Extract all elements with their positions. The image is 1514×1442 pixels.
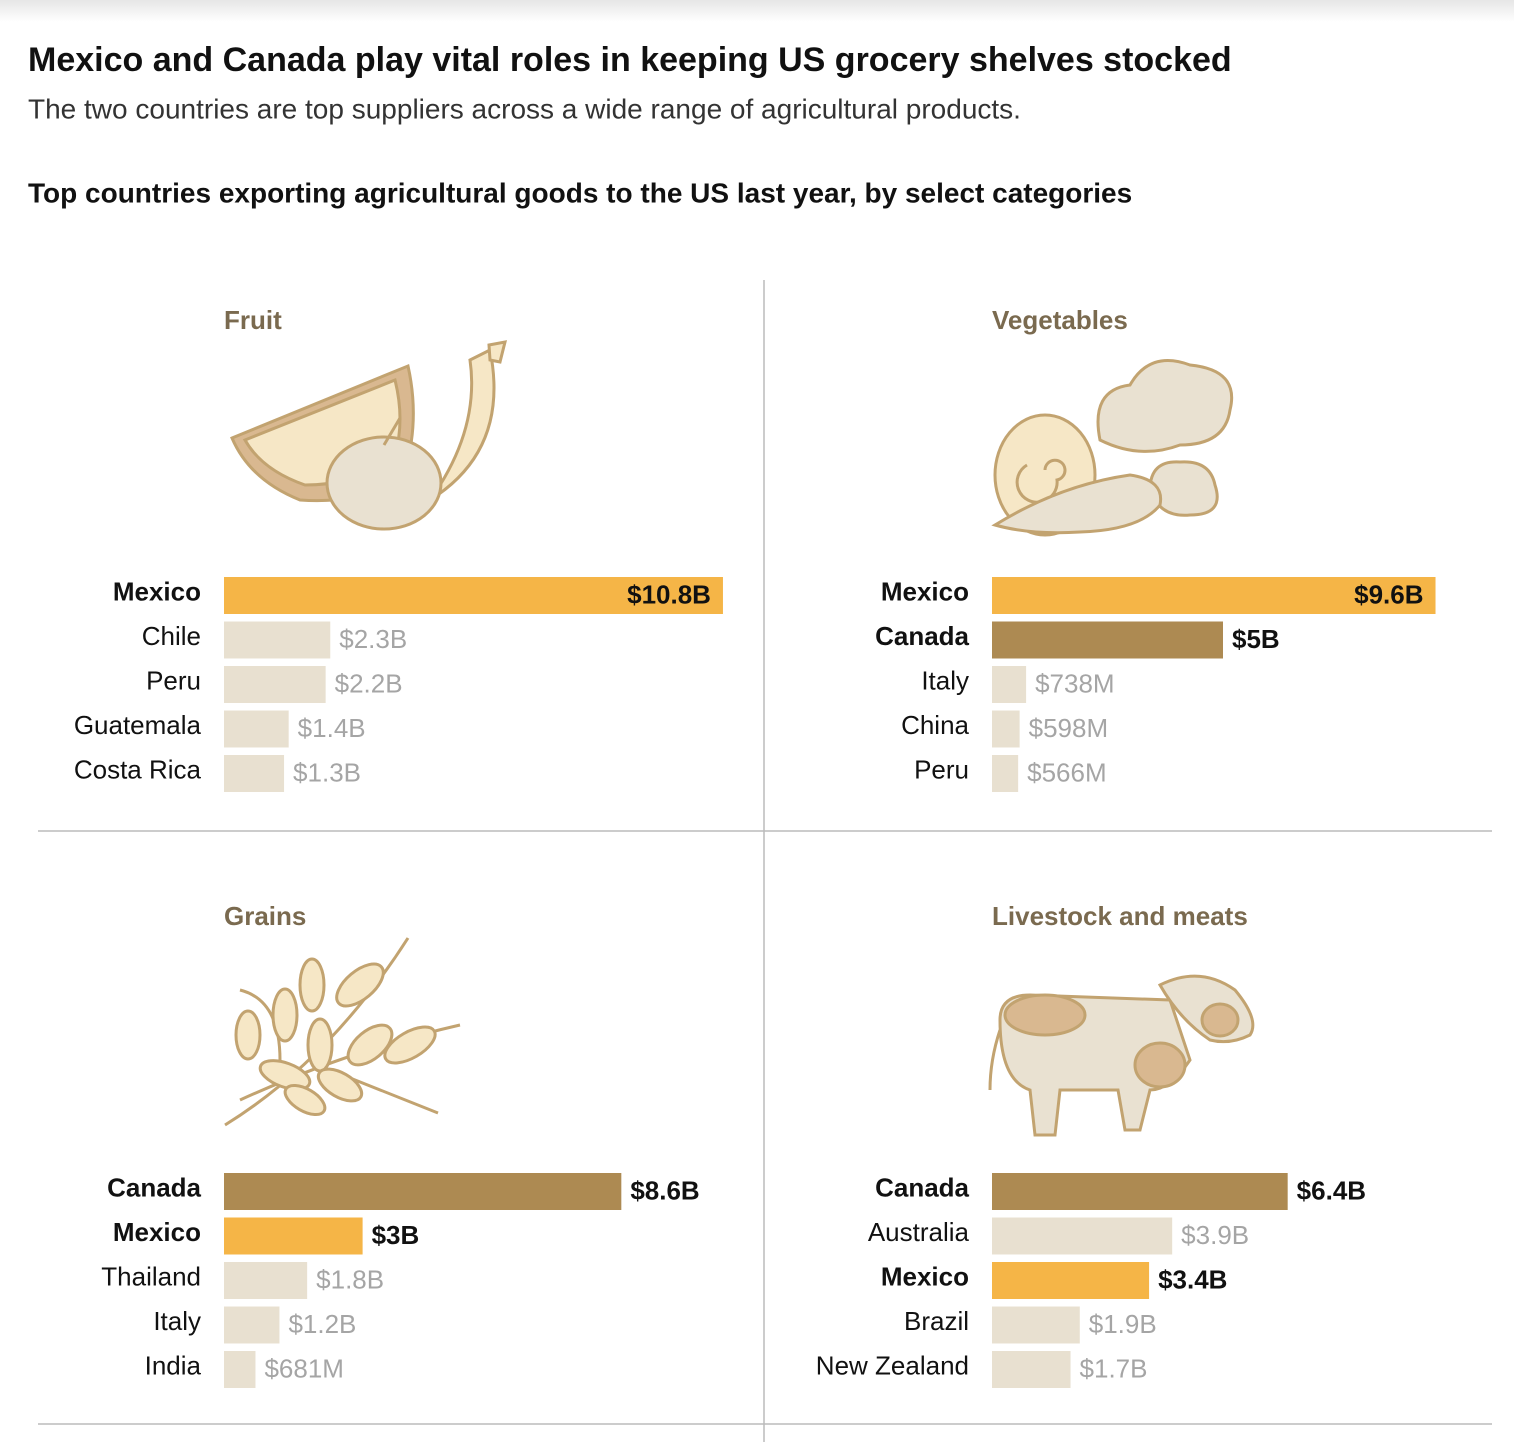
bar <box>992 577 1436 614</box>
category-label: Canada <box>107 1172 201 1202</box>
chart-heading: Top countries exporting agricultural goo… <box>28 177 1132 208</box>
bar <box>992 1262 1150 1299</box>
category-label: Italy <box>153 1306 201 1336</box>
category-label: Guatemala <box>74 710 202 740</box>
category-label: China <box>901 710 969 740</box>
category-label: Mexico <box>881 1261 969 1291</box>
livestock-illustration <box>988 974 1255 1137</box>
bar <box>992 666 1027 703</box>
vegetables-illustration <box>991 359 1234 537</box>
bar <box>224 1173 622 1210</box>
bar <box>224 666 326 703</box>
value-label: $8.6B <box>630 1175 699 1205</box>
bar <box>992 710 1020 748</box>
bar <box>992 1306 1080 1344</box>
bar <box>224 710 289 748</box>
value-label: $1.2B <box>288 1309 356 1339</box>
bar <box>992 1351 1071 1388</box>
bar <box>224 755 285 792</box>
panel-title: Vegetables <box>992 305 1128 335</box>
grains-illustration <box>224 937 461 1127</box>
category-label: New Zealand <box>816 1350 969 1380</box>
value-label: $681M <box>264 1353 344 1383</box>
category-label: Canada <box>875 621 969 651</box>
page-title: Mexico and Canada play vital roles in ke… <box>28 41 1232 79</box>
value-label: $1.4B <box>298 713 366 743</box>
bar <box>224 1306 280 1344</box>
category-label: Mexico <box>113 576 201 606</box>
bar <box>224 1351 256 1388</box>
category-label: Costa Rica <box>74 754 202 784</box>
category-label: Mexico <box>881 576 969 606</box>
value-label: $2.2B <box>335 668 403 698</box>
category-label: Australia <box>868 1217 970 1247</box>
bar <box>992 755 1019 792</box>
bar <box>992 1173 1288 1210</box>
value-label: $1.7B <box>1080 1353 1148 1383</box>
category-label: Peru <box>914 754 969 784</box>
bar <box>992 621 1223 659</box>
panel-title: Fruit <box>224 305 282 335</box>
panel-title: Livestock and meats <box>992 901 1248 931</box>
value-label: $3.4B <box>1158 1264 1227 1294</box>
bar <box>224 1262 308 1299</box>
value-label: $9.6B <box>1354 579 1423 609</box>
value-label: $3.9B <box>1181 1220 1249 1250</box>
fruit-illustration <box>230 340 508 531</box>
bar <box>224 577 723 614</box>
value-label: $5B <box>1232 624 1280 654</box>
panel-title: Grains <box>224 901 306 931</box>
value-label: $738M <box>1035 668 1115 698</box>
category-label: Chile <box>142 621 201 651</box>
value-label: $3B <box>372 1220 420 1250</box>
value-label: $598M <box>1029 713 1109 743</box>
value-label: $10.8B <box>627 579 711 609</box>
category-label: Peru <box>146 665 201 695</box>
value-label: $2.3B <box>339 624 407 654</box>
value-label: $566M <box>1027 757 1107 787</box>
value-label: $1.8B <box>316 1264 384 1294</box>
value-label: $6.4B <box>1297 1175 1366 1205</box>
category-label: Italy <box>921 665 969 695</box>
bar <box>224 1217 363 1255</box>
category-label: Canada <box>875 1172 969 1202</box>
category-label: Brazil <box>904 1306 969 1336</box>
page-subtitle: The two countries are top suppliers acro… <box>28 93 1021 124</box>
value-label: $1.3B <box>293 757 361 787</box>
value-label: $1.9B <box>1089 1309 1157 1339</box>
category-label: Mexico <box>113 1217 201 1247</box>
category-label: Thailand <box>101 1261 201 1291</box>
category-label: India <box>145 1350 202 1380</box>
bar <box>992 1217 1173 1255</box>
bar <box>224 621 331 659</box>
top-shadow <box>0 0 1514 22</box>
